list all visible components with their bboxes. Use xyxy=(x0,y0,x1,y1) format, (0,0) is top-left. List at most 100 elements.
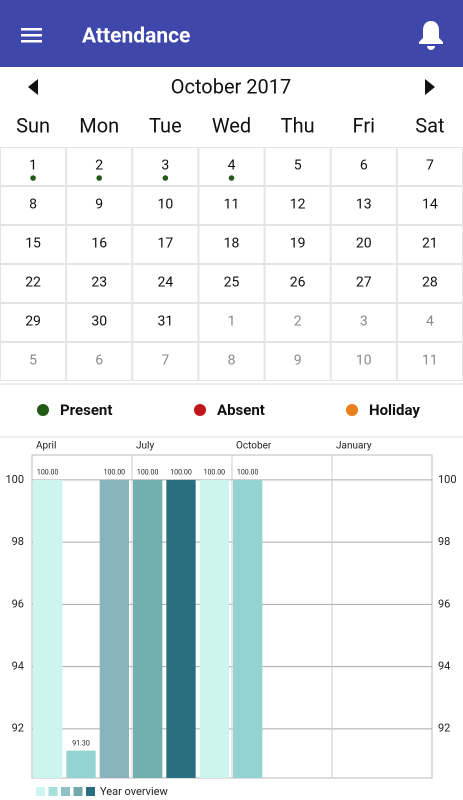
day-cell[interactable] xyxy=(66,342,133,381)
day-cell[interactable] xyxy=(0,186,67,225)
bar-value-label: 100.00 xyxy=(204,469,226,477)
day-number: 7 xyxy=(426,158,434,174)
day-cell[interactable] xyxy=(198,186,265,225)
next-month-button[interactable] xyxy=(425,79,435,95)
bar-value-label: 100.00 xyxy=(237,469,259,477)
prev-month-button[interactable] xyxy=(28,79,38,95)
y2-tick-label: 98 xyxy=(438,535,450,548)
day-cell[interactable] xyxy=(132,264,199,303)
day-cell[interactable] xyxy=(132,342,199,381)
chart: 92 92 94 94 96 96 98 98 100 100 April July October Ja… xyxy=(5,441,456,798)
day-cell[interactable] xyxy=(132,303,199,342)
weekday-label: Wed xyxy=(212,113,251,137)
day-number: 1 xyxy=(228,314,236,330)
day-number: 20 xyxy=(356,236,372,252)
day-cell[interactable] xyxy=(0,225,67,264)
day-cell[interactable] xyxy=(0,303,67,342)
bar-value-label: 100.00 xyxy=(37,469,59,477)
legend-swatch xyxy=(36,787,45,796)
day-cell[interactable] xyxy=(264,303,331,342)
bar xyxy=(233,479,263,778)
day-number: 15 xyxy=(25,236,41,252)
legend-swatch xyxy=(61,787,70,796)
day-number: 1 xyxy=(29,158,37,174)
day-number: 22 xyxy=(25,275,41,291)
day-cell[interactable] xyxy=(66,264,133,303)
day-cell[interactable] xyxy=(198,342,265,381)
day-number: 18 xyxy=(224,236,240,252)
y-tick-label: 98 xyxy=(12,535,24,548)
day-number: 31 xyxy=(157,314,173,330)
app-title: Attendance xyxy=(82,25,190,49)
day-number: 14 xyxy=(422,197,438,213)
day-cell[interactable] xyxy=(0,342,67,381)
day-cell[interactable] xyxy=(198,303,265,342)
day-number: 27 xyxy=(356,275,372,291)
menu-line xyxy=(21,34,42,37)
day-number: 8 xyxy=(29,197,37,213)
day-cell[interactable] xyxy=(396,147,463,186)
x-tick-label: January xyxy=(336,441,372,452)
bar xyxy=(66,750,96,778)
day-number: 24 xyxy=(157,275,173,291)
day-cell[interactable] xyxy=(198,264,265,303)
day-cell[interactable] xyxy=(66,303,133,342)
menu-button[interactable] xyxy=(21,28,42,43)
x-tick-label: October xyxy=(236,441,272,452)
day-number: 26 xyxy=(290,275,306,291)
legend-swatch xyxy=(48,787,58,796)
bar xyxy=(133,479,163,778)
day-cell[interactable] xyxy=(396,264,463,303)
y-tick-label: 100 xyxy=(5,473,24,486)
day-number: 4 xyxy=(228,158,236,174)
day-cell[interactable] xyxy=(264,342,331,381)
day-number: 6 xyxy=(360,158,368,174)
bar xyxy=(99,479,129,778)
weekday-label: Mon xyxy=(79,113,119,137)
day-number: 30 xyxy=(91,314,107,330)
day-cell[interactable] xyxy=(264,147,331,186)
day-cell[interactable] xyxy=(330,342,397,381)
day-cell[interactable] xyxy=(264,264,331,303)
legend-swatch xyxy=(86,787,95,796)
day-number: 11 xyxy=(422,353,438,369)
day-cell[interactable] xyxy=(198,225,265,264)
day-number: 4 xyxy=(426,314,434,330)
day-cell[interactable] xyxy=(330,147,397,186)
status-dot xyxy=(30,175,36,181)
y2-tick-label: 94 xyxy=(438,660,450,673)
weekday-label: Sun xyxy=(16,113,50,137)
bar-value-label: 100.00 xyxy=(137,469,159,477)
day-number: 2 xyxy=(95,158,103,174)
day-cell[interactable] xyxy=(0,264,67,303)
bar xyxy=(33,479,63,778)
y-tick-label: 96 xyxy=(12,597,24,610)
day-cell[interactable] xyxy=(396,186,463,225)
bar xyxy=(199,479,229,778)
day-number: 19 xyxy=(290,236,306,252)
day-cell[interactable] xyxy=(66,186,133,225)
day-cell[interactable] xyxy=(264,186,331,225)
day-number: 5 xyxy=(29,353,37,369)
day-cell[interactable] xyxy=(330,225,397,264)
notification-button[interactable] xyxy=(419,21,443,50)
day-cell[interactable] xyxy=(330,264,397,303)
day-number: 25 xyxy=(224,275,240,291)
status-dot xyxy=(228,175,235,181)
legend-swatch xyxy=(73,787,83,796)
legend-dot xyxy=(346,404,358,416)
day-cell[interactable] xyxy=(264,225,331,264)
y-tick-label: 92 xyxy=(12,722,24,735)
day-cell[interactable] xyxy=(396,342,463,381)
app-bar xyxy=(0,0,463,67)
day-number: 29 xyxy=(25,314,41,330)
day-cell[interactable] xyxy=(132,186,199,225)
day-number: 21 xyxy=(422,236,438,252)
day-cell[interactable] xyxy=(330,186,397,225)
day-cell[interactable] xyxy=(66,225,133,264)
day-cell[interactable] xyxy=(330,303,397,342)
day-cell[interactable] xyxy=(132,225,199,264)
chart-legend-label: Year overview xyxy=(100,785,168,798)
